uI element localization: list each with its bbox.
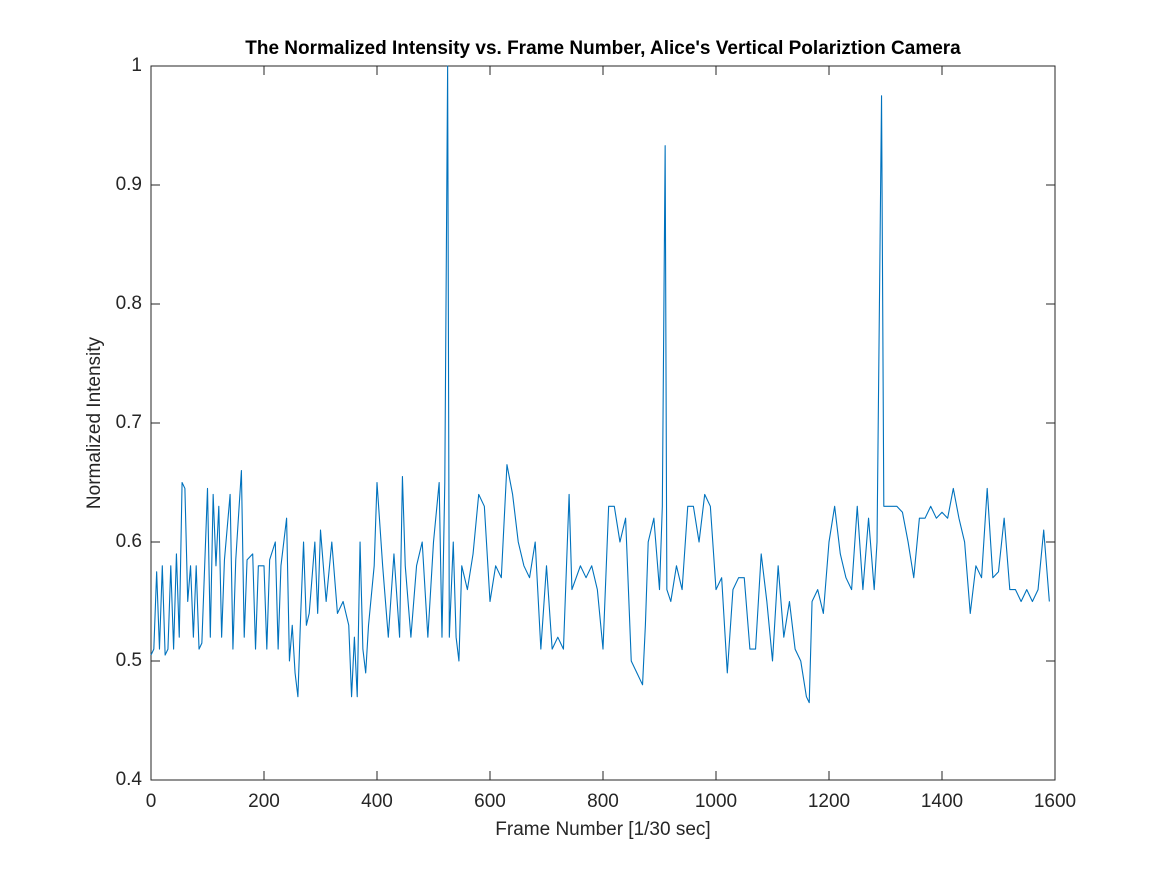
x-tick-label: 600 (474, 791, 506, 812)
x-tick-label: 0 (146, 791, 157, 812)
chart-title: The Normalized Intensity vs. Frame Numbe… (245, 38, 961, 59)
x-tick-label: 400 (361, 791, 393, 812)
y-tick-label: 0.5 (116, 650, 142, 671)
y-tick-label: 0.9 (116, 174, 142, 195)
y-tick-label: 0.4 (116, 769, 143, 790)
x-tick-label: 1000 (695, 791, 737, 812)
x-tick-label: 1200 (808, 791, 850, 812)
y-tick-label: 1 (131, 55, 142, 76)
y-tick-label: 0.7 (116, 412, 142, 433)
x-tick-label: 1400 (921, 791, 963, 812)
y-tick-label: 0.8 (116, 293, 142, 314)
x-tick-label: 1600 (1034, 791, 1076, 812)
x-axis-label: Frame Number [1/30 sec] (495, 819, 710, 840)
x-tick-label: 200 (248, 791, 280, 812)
data-line (150, 65, 1050, 704)
y-axis-label: Normalized Intensity (84, 336, 105, 509)
y-tick-label: 0.6 (116, 531, 142, 552)
x-tick-label: 800 (587, 791, 619, 812)
